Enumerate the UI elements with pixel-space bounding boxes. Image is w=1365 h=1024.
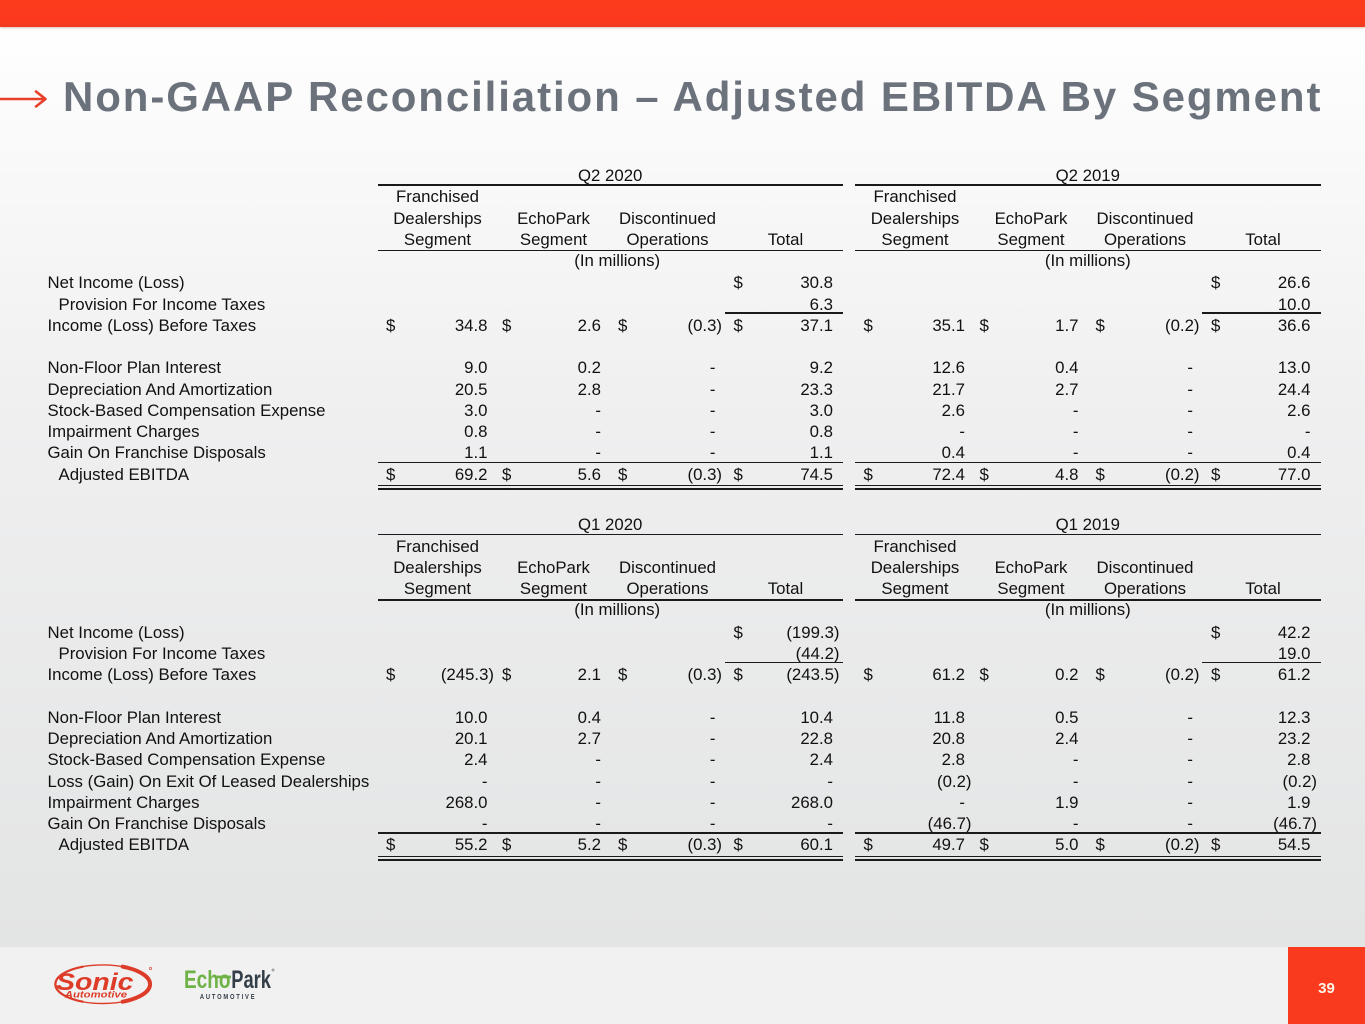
svg-text:Sonic: Sonic bbox=[56, 969, 134, 996]
svg-text:Echo: Echo bbox=[184, 967, 231, 994]
svg-text:Automotive: Automotive bbox=[64, 989, 128, 1000]
svg-text:AUTOMOTIVE: AUTOMOTIVE bbox=[200, 994, 257, 1001]
svg-text:Park: Park bbox=[231, 967, 271, 994]
